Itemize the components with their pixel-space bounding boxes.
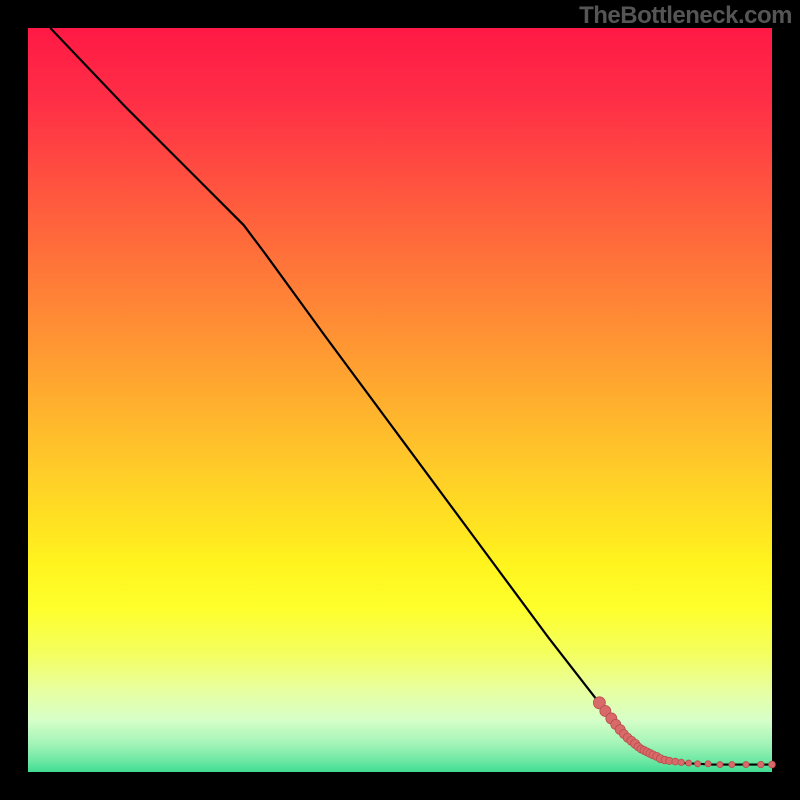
scatter-point — [743, 762, 749, 768]
scatter-point — [758, 761, 764, 767]
scatter-point — [729, 762, 735, 768]
scatter-point — [686, 760, 692, 766]
scatter-point — [717, 762, 723, 768]
plot-background — [28, 28, 772, 772]
scatter-point — [678, 759, 684, 765]
bottleneck-chart: TheBottleneck.com — [0, 0, 800, 800]
watermark-text: TheBottleneck.com — [579, 2, 792, 30]
scatter-point — [695, 761, 701, 767]
chart-svg — [0, 0, 800, 800]
scatter-point — [769, 761, 776, 768]
scatter-point — [672, 758, 679, 765]
scatter-point — [705, 761, 711, 767]
